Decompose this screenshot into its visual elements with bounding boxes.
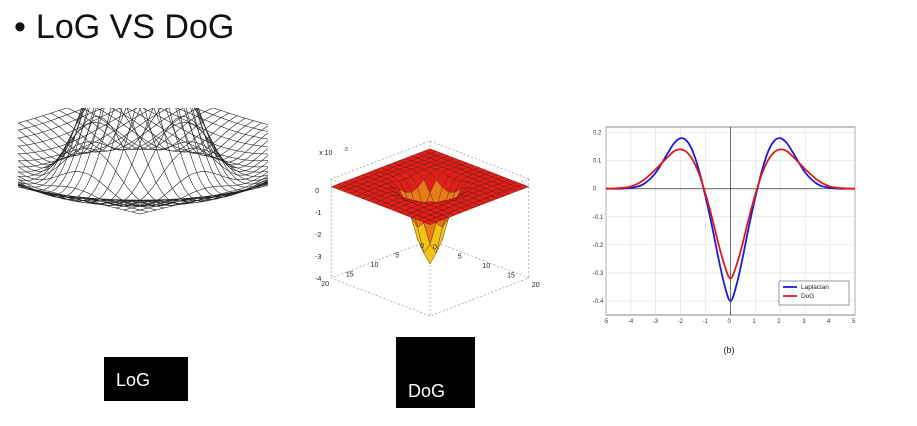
y-tick-label: -0.1: [593, 215, 604, 221]
dog-x-tick-label: 5: [458, 254, 462, 261]
x-tick-label: -3: [653, 319, 659, 325]
y-tick-label: -0.3: [593, 271, 604, 277]
log-label: LoG: [116, 370, 151, 390]
dog-z-tick-label: 0: [315, 188, 319, 195]
log-mesh-line: [34, 108, 268, 194]
series-line-laplacian: [605, 137, 856, 302]
y-tick-label: 0: [593, 187, 597, 193]
legend-box: [778, 280, 850, 306]
dog-z-tick-label: -3: [315, 254, 321, 261]
dog-surface-patch: [423, 219, 437, 225]
x-tick-label: -4: [628, 319, 634, 325]
x-tick-label: -5: [603, 319, 609, 325]
log-mesh-line: [18, 108, 262, 198]
log-mesh-line: [42, 108, 268, 191]
log-mesh-line: [18, 183, 173, 207]
log-mesh-line: [18, 185, 149, 213]
dog-label-box: DoG: [396, 337, 475, 408]
log-mesh-line: [131, 183, 268, 213]
dog-label: DoG: [408, 381, 446, 401]
x-tick-label: -2: [678, 319, 684, 325]
x-tick-label: 5: [852, 319, 856, 325]
log-mesh-line: [18, 108, 262, 198]
dog-y-tick-label: 0: [420, 243, 424, 250]
slide-title: • LoG VS DoG: [14, 8, 234, 47]
dog-frame-line: [330, 140, 530, 218]
dog-x-tick-label: 10: [482, 263, 490, 270]
x-tick-label: 3: [802, 319, 806, 325]
dog-y-tick-label: 15: [346, 272, 354, 279]
log-label-box: LoG: [104, 357, 188, 401]
log-mesh-line: [107, 180, 268, 207]
legend-label: Laplacian: [801, 284, 829, 291]
log-mesh-line: [139, 184, 268, 215]
dog-x-tick-label: 20: [532, 282, 540, 289]
dog-y-tick-label: 5: [395, 253, 399, 260]
laplacian-dog-line-chart: -5 -4 -3 -2 -1 0 1 2 3 4 50.20.10-0.1-0.2-0.3-0.4 …: [593, 126, 856, 355]
x-tick-label: 4: [827, 319, 831, 325]
log-mesh-line: [18, 108, 68, 124]
dog-frame-line: [330, 239, 530, 317]
log-mesh-line: [18, 108, 87, 131]
x-tick-label: 1: [752, 319, 756, 325]
x-tick-label: 2: [777, 319, 781, 325]
dog-x-tick-label: 15: [507, 273, 515, 280]
title-bullet: •: [14, 8, 26, 46]
dog-x-tick-label: 0: [433, 244, 437, 251]
x-tick-label: -1: [703, 319, 709, 325]
dog-z-scale-label: x 10: [319, 150, 332, 157]
log-wireframe-surface: [18, 108, 268, 215]
dog-z-tick-label: -1: [315, 210, 321, 217]
log-mesh-line: [18, 108, 185, 173]
log-mesh-line: [18, 186, 141, 215]
y-tick-label: -0.2: [593, 243, 604, 249]
x-tick-label: 0: [728, 319, 732, 325]
log-mesh-line: [18, 171, 205, 207]
legend-label: DoG: [801, 293, 814, 300]
y-tick-label: 0.1: [593, 159, 602, 165]
dog-z-tick-label: -4: [315, 276, 321, 283]
dog-surface-plot: 0 -1 -2 -3 -4 x 10 -3 20 15 10 5 0 0 5 10 15 20: [315, 140, 540, 317]
dog-y-tick-label: 10: [371, 262, 379, 269]
series-line-dog: [605, 148, 856, 280]
dog-y-tick-label: 20: [321, 281, 329, 288]
y-tick-label: 0.2: [593, 131, 602, 137]
dog-z-scale-exponent: -3: [343, 147, 348, 153]
y-tick-label: -0.4: [593, 299, 604, 305]
title-text: LoG VS DoG: [35, 8, 235, 46]
chart-caption: (b): [724, 345, 735, 355]
dog-z-tick-label: -2: [315, 232, 321, 239]
